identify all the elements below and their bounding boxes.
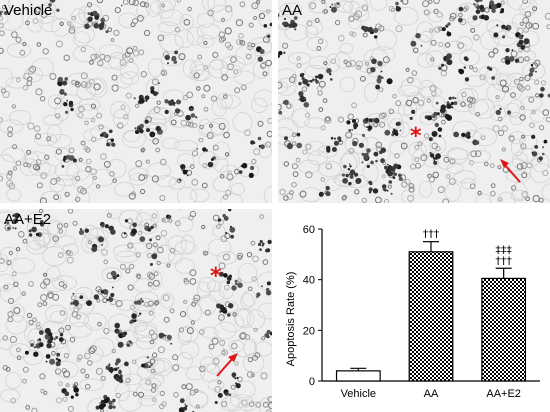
panel-label-vehicle: Vehicle (4, 2, 53, 19)
bar-aa-e2 (481, 277, 527, 382)
bar-aa (408, 251, 454, 382)
significance-annotation: ††† (495, 254, 512, 267)
arrow-marker-aa-e2 (216, 353, 238, 377)
bar-vehicle (335, 370, 381, 382)
y-tick-label: 20 (303, 325, 315, 337)
y-tick-label: 60 (303, 224, 315, 236)
x-tick-label: AA+E2 (486, 388, 521, 400)
y-axis-label: Apoptosis Rate (%) (285, 272, 297, 367)
chart-bars (335, 241, 527, 382)
y-tick-label: 0 (309, 376, 315, 388)
significance-annotation: ‡‡‡ (495, 243, 512, 256)
tissue-image-vehicle (0, 0, 272, 203)
x-tick-label: AA (424, 388, 439, 400)
y-tick-label: 40 (303, 275, 315, 287)
apoptosis-chart-panel: Apoptosis Rate (%) 0 20 40 60 Vehicle AA AA+E2… (278, 209, 550, 412)
asterisk-marker-aa-e2: * (210, 264, 222, 289)
micrograph-vehicle: Vehicle (0, 0, 272, 203)
arrow-marker-aa (500, 159, 521, 183)
tissue-image-aa (278, 0, 550, 203)
panel-label-aa: AA (282, 2, 303, 19)
asterisk-marker-aa: * (410, 124, 422, 149)
tissue-image-aa-e2 (0, 209, 272, 412)
chart-annotations: †††‡‡‡††† (423, 228, 513, 268)
significance-annotation: ††† (423, 228, 440, 241)
micrograph-aa: AA * (278, 0, 550, 203)
panel-label-aa-e2: AA+E2 (4, 211, 52, 228)
apoptosis-bar-chart: Apoptosis Rate (%) 0 20 40 60 Vehicle AA AA+E2… (285, 224, 540, 400)
chart-ticks: 0 20 40 60 Vehicle AA AA+E2 (303, 224, 521, 400)
micrograph-aa-e2: AA+E2 * (0, 209, 272, 412)
x-tick-label: Vehicle (341, 388, 376, 400)
